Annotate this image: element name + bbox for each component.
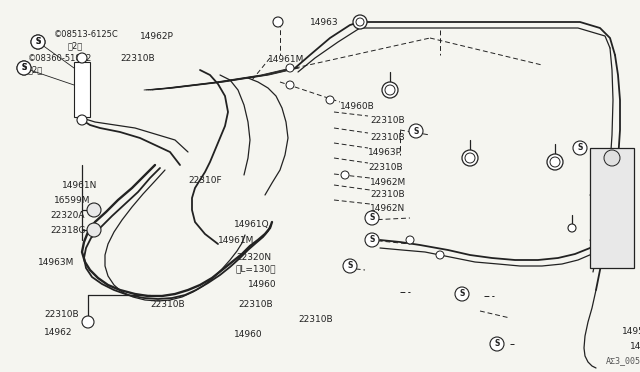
Circle shape	[77, 53, 87, 63]
Circle shape	[462, 150, 478, 166]
Text: 22320A: 22320A	[50, 211, 84, 220]
Text: S: S	[494, 340, 500, 349]
Circle shape	[406, 236, 414, 244]
Circle shape	[365, 233, 379, 247]
Text: （L=130）: （L=130）	[236, 264, 276, 273]
Circle shape	[409, 124, 423, 138]
Circle shape	[356, 18, 364, 26]
Text: 14962: 14962	[44, 328, 72, 337]
Circle shape	[490, 337, 504, 351]
Circle shape	[17, 61, 31, 75]
Text: （2）: （2）	[28, 65, 44, 74]
Text: 22310B: 22310B	[44, 310, 79, 319]
Text: S: S	[21, 64, 27, 73]
Text: S: S	[35, 38, 41, 46]
Circle shape	[273, 17, 283, 27]
Text: S: S	[413, 126, 419, 135]
Circle shape	[465, 153, 475, 163]
Circle shape	[82, 316, 94, 328]
Text: 22310B: 22310B	[298, 315, 333, 324]
Circle shape	[568, 224, 576, 232]
Text: 14957R: 14957R	[622, 327, 640, 336]
Text: 14963M: 14963M	[38, 258, 74, 267]
Circle shape	[604, 150, 620, 166]
Text: 22310F: 22310F	[188, 176, 221, 185]
Text: 14961N: 14961N	[62, 181, 97, 190]
Circle shape	[31, 35, 45, 49]
Circle shape	[77, 115, 87, 125]
Text: S: S	[348, 262, 353, 270]
Bar	[590, 148, 634, 268]
Text: 14963: 14963	[310, 18, 339, 27]
Circle shape	[286, 81, 294, 89]
Text: 14962P: 14962P	[140, 32, 174, 41]
Circle shape	[31, 35, 45, 49]
Text: 16599M: 16599M	[54, 196, 90, 205]
Circle shape	[385, 85, 395, 95]
Text: 14960: 14960	[248, 280, 276, 289]
Text: 22310B: 22310B	[370, 133, 404, 142]
Text: S: S	[369, 235, 374, 244]
Circle shape	[17, 61, 31, 75]
Text: S: S	[577, 144, 582, 153]
Text: 22310B: 22310B	[238, 300, 273, 309]
Circle shape	[455, 287, 469, 301]
Text: 22310B: 22310B	[120, 54, 155, 63]
Circle shape	[365, 211, 379, 225]
Circle shape	[547, 154, 563, 170]
Text: 22310B: 22310B	[370, 190, 404, 199]
Text: ©08513-6125C: ©08513-6125C	[54, 30, 119, 39]
Text: 14961M: 14961M	[268, 55, 305, 64]
Text: 14961Q: 14961Q	[234, 220, 269, 229]
Circle shape	[87, 223, 101, 237]
Text: 22318G: 22318G	[50, 226, 86, 235]
Text: 14960: 14960	[234, 330, 262, 339]
Circle shape	[353, 15, 367, 29]
Text: 22310B: 22310B	[368, 163, 403, 172]
Bar	[74, 62, 90, 117]
Text: 22310B: 22310B	[150, 300, 184, 309]
Text: S: S	[35, 38, 41, 46]
Text: 14960B: 14960B	[340, 102, 375, 111]
Circle shape	[436, 251, 444, 259]
Text: 14962M: 14962M	[370, 178, 406, 187]
Circle shape	[382, 82, 398, 98]
Text: AΣ3_0050: AΣ3_0050	[606, 356, 640, 365]
Text: 14961P: 14961P	[630, 342, 640, 351]
Circle shape	[286, 64, 294, 72]
Text: 22320N: 22320N	[236, 253, 271, 262]
Circle shape	[87, 203, 101, 217]
Circle shape	[550, 157, 560, 167]
Circle shape	[573, 141, 587, 155]
Text: 22310B: 22310B	[370, 116, 404, 125]
Text: 14962N: 14962N	[370, 204, 405, 213]
Text: ©08360-51062: ©08360-51062	[28, 54, 92, 63]
Text: 14961M: 14961M	[218, 236, 254, 245]
Text: 14963P: 14963P	[368, 148, 402, 157]
Text: S: S	[460, 289, 465, 298]
Circle shape	[341, 171, 349, 179]
Text: S: S	[21, 64, 27, 73]
Circle shape	[326, 96, 334, 104]
Text: （2）: （2）	[68, 41, 83, 50]
Circle shape	[343, 259, 357, 273]
Text: S: S	[369, 214, 374, 222]
